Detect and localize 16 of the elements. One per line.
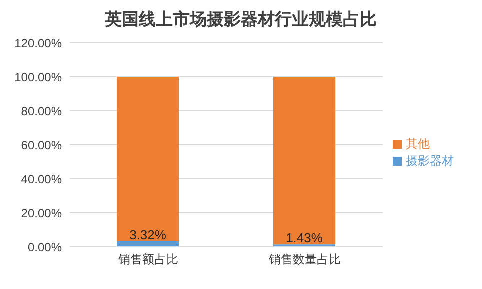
- y-tick-label: 80.00%: [21, 104, 62, 118]
- legend-label: 其他: [406, 137, 430, 151]
- bar: [117, 77, 179, 242]
- x-tick-label: 销售数量占比: [268, 252, 341, 267]
- chart-title: 英国线上市场摄影器材行业规模占比: [104, 9, 378, 31]
- data-label: 1.43%: [286, 230, 324, 246]
- legend-label: 摄影器材: [406, 154, 454, 168]
- y-tick-label: 0.00%: [28, 240, 62, 254]
- y-tick-label: 100.00%: [14, 70, 62, 84]
- y-tick-label: 40.00%: [21, 172, 62, 186]
- x-tick-label: 销售额占比: [117, 252, 178, 267]
- y-tick-label: 60.00%: [21, 138, 62, 152]
- y-tick-label: 20.00%: [21, 206, 62, 220]
- y-tick-label: 120.00%: [14, 36, 62, 50]
- data-label: 3.32%: [130, 227, 167, 242]
- bar: [274, 77, 336, 245]
